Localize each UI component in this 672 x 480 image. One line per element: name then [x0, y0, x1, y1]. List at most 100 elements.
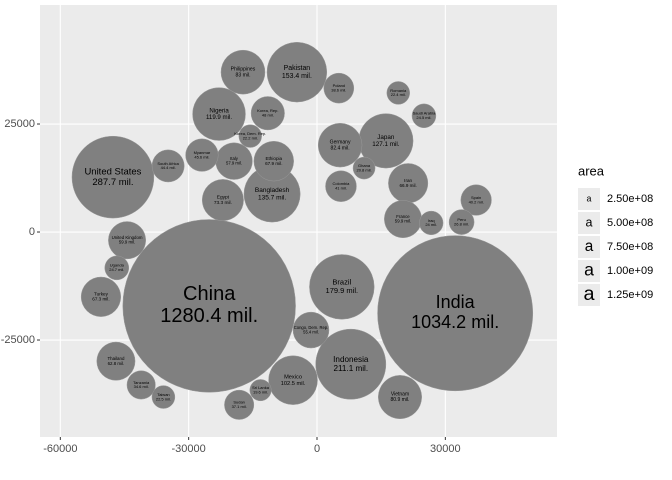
- bubble-value: 44.4 mil.: [161, 165, 176, 170]
- bubble: [250, 96, 285, 131]
- bubble-value: 59.9 mil.: [119, 240, 135, 245]
- bubble-name: Peru: [457, 217, 465, 222]
- bubble-value: 179.9 mil.: [326, 286, 359, 295]
- legend-label: 2.50e+08: [607, 193, 653, 205]
- bubble: [151, 385, 176, 409]
- bubble-name: Vietnam: [391, 392, 409, 398]
- bubble: [309, 254, 375, 320]
- bubble: [185, 138, 219, 172]
- x-tick-label: 30000: [430, 443, 461, 455]
- legend-title: area: [578, 163, 605, 178]
- bubble: [268, 355, 318, 405]
- bubble-name: Congo, Dem. Rep.: [294, 325, 328, 330]
- bubble-value: 1280.4 mil.: [160, 305, 258, 327]
- bubble: [315, 328, 387, 400]
- bubble-value: 45.6 mil.: [194, 154, 209, 159]
- bubble-name: Pakistan: [284, 65, 311, 72]
- bubble-value: 48 mil.: [262, 112, 274, 117]
- bubble-name: Bangladesh: [255, 187, 290, 194]
- bubble-name: Indonesia: [333, 355, 369, 364]
- legend-label: 1.25e+09: [607, 289, 653, 301]
- bubble-value: 22.2 mil.: [243, 135, 258, 140]
- bubble-name: Turkey: [94, 292, 109, 297]
- legend-label: 5.00e+08: [607, 217, 653, 229]
- bubble: [386, 81, 410, 105]
- bubble-value: 135.7 mil.: [258, 194, 286, 201]
- bubble: [151, 149, 185, 183]
- y-tick-label: -25000: [1, 334, 35, 346]
- bubble: [122, 219, 296, 393]
- bubble-name: India: [436, 292, 476, 312]
- legend-key: a: [586, 215, 593, 229]
- bubble-value: 57.9 mil.: [226, 161, 242, 166]
- bubble-value: 55.4 mil.: [303, 329, 319, 334]
- bubble-name: Germany: [330, 140, 351, 146]
- bubble-name: United Kingdom: [112, 235, 143, 240]
- bubble-name: Egypt: [217, 195, 230, 201]
- bubble-value: 24 mil.: [425, 222, 437, 227]
- bubble-value: 80.9 mil.: [391, 397, 410, 403]
- bubble-value: 20.8 mil.: [356, 167, 371, 172]
- bubble: [411, 103, 437, 129]
- bubble-name: Saudi Arabia: [413, 111, 436, 116]
- bubble: [253, 141, 294, 182]
- bubble-name: China: [183, 283, 236, 305]
- bubble-name: Uganda: [110, 263, 125, 268]
- bubble: [448, 209, 475, 235]
- bubble: [80, 276, 122, 317]
- bubble: [224, 389, 255, 420]
- bubble-value: 67.3 mil.: [92, 297, 109, 302]
- bubble-value: 19.6 mil.: [253, 389, 268, 394]
- bubble-value: 287.7 mil.: [92, 177, 133, 188]
- bubble-name: Taiwan: [157, 392, 169, 397]
- legend-key-bg: [578, 260, 600, 282]
- bubble-value: 38.6 mil.: [331, 87, 346, 92]
- bubble-name: Ghana: [358, 163, 371, 168]
- y-tick-label: 25000: [4, 118, 35, 130]
- bubble-value: 34.6 mil.: [134, 384, 149, 389]
- bubble-value: 153.4 mil.: [282, 73, 312, 80]
- y-tick-label: 0: [29, 226, 35, 238]
- bubble: [192, 87, 246, 141]
- bubble-value: 22.5 mil.: [156, 396, 171, 401]
- bubble-name: Tanzania: [133, 380, 150, 385]
- bubble-name: Italy: [230, 156, 239, 161]
- bubble-name: Colombia: [333, 181, 351, 186]
- bubble: [220, 49, 266, 95]
- bubble-name: Iraq: [428, 218, 435, 223]
- bubble-name: Poland: [333, 83, 345, 88]
- bubble-value: 26.8 mil.: [454, 221, 469, 226]
- legend-key-bg: [578, 212, 600, 234]
- bubble-name: Romania: [390, 88, 407, 93]
- legend-key: a: [584, 260, 594, 280]
- bubble: [238, 124, 262, 148]
- bubble-value: 66.9 mil.: [399, 183, 416, 188]
- x-tick-label: 0: [314, 443, 320, 455]
- bubble-value: 40.2 mil.: [469, 199, 484, 204]
- legend-label: 1.00e+09: [607, 265, 653, 277]
- bubble-name: Sudan: [233, 400, 245, 405]
- bubble: [352, 156, 376, 180]
- bubble-name: Thailand: [107, 356, 125, 361]
- bubble-name: Iran: [404, 178, 412, 183]
- legend-key-bg: [578, 284, 600, 306]
- legend-key: a: [583, 283, 594, 305]
- bubble: [249, 379, 272, 402]
- bubble-name: Japan: [377, 134, 395, 141]
- bubble-name: Myanmar: [194, 150, 211, 155]
- bubble: [317, 123, 363, 168]
- bubble-value: 211.1 mil.: [333, 364, 368, 373]
- x-tick-label: -30000: [172, 443, 206, 455]
- bubble-name: France: [396, 214, 410, 219]
- bubble-value: 62.8 mil.: [108, 361, 125, 366]
- bubble: [325, 170, 357, 202]
- bubble-value: 73.3 mil.: [214, 200, 232, 206]
- bubble-value: 1034.2 mil.: [411, 312, 499, 332]
- bubble-value: 119.9 mil.: [206, 114, 232, 121]
- bubble-name: Korea, Rep.: [257, 108, 278, 113]
- bubble: [378, 375, 422, 419]
- x-tick-label: -60000: [43, 443, 77, 455]
- bubble-value: 24.5 mil.: [416, 115, 431, 120]
- legend-key-bg: [578, 236, 600, 258]
